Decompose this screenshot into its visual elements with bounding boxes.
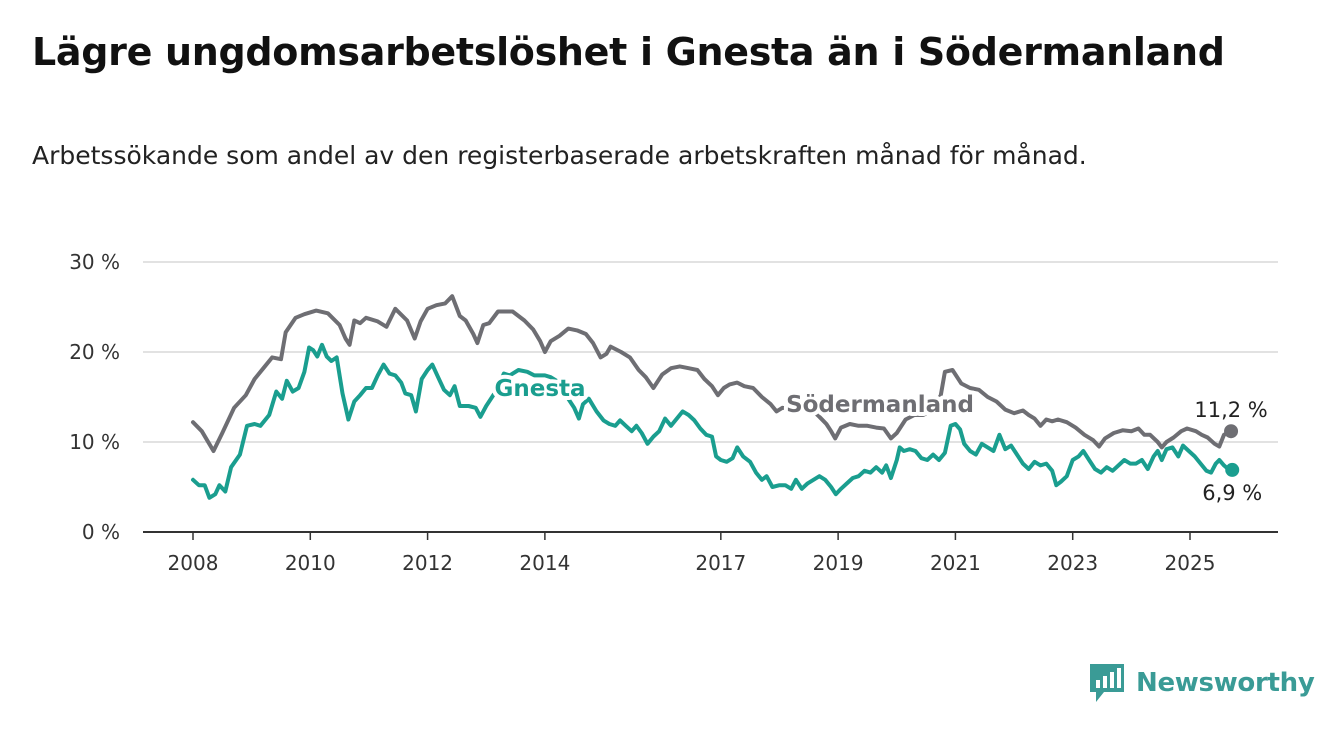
x-tick-label: 2025	[1165, 551, 1216, 575]
x-tick-label: 2010	[285, 551, 336, 575]
chart-subtitle: Arbetssökande som andel av den registerb…	[32, 141, 1087, 170]
y-tick-label: 30 %	[69, 250, 120, 274]
series-line-södermanland	[191, 294, 1234, 453]
x-tick-label: 2017	[695, 551, 746, 575]
chart-title: Lägre ungdomsarbetslöshet i Gnesta än i …	[32, 30, 1225, 74]
x-axis-ticks: 2008 2010 2012 2014 2017 2019 2021 2023 2025	[168, 532, 1216, 575]
end-value-label: 6,9 %	[1202, 481, 1262, 505]
end-value-halo: 11,2 %	[1194, 398, 1267, 422]
x-tick-label: 2023	[1047, 551, 1098, 575]
series-end-point	[1225, 462, 1240, 477]
y-axis-ticks: 0 % 10 % 20 % 30 %	[69, 250, 120, 544]
series-label-halo: Södermanland	[786, 392, 974, 418]
y-tick-label: 20 %	[69, 340, 120, 364]
brand-name: Newsworthy	[1136, 668, 1315, 698]
series-label-halo: Gnesta	[494, 376, 585, 402]
y-tick-label: 0 %	[82, 520, 120, 544]
x-tick-label: 2021	[930, 551, 981, 575]
x-tick-label: 2014	[519, 551, 570, 575]
series-end-point	[1224, 424, 1239, 439]
newsworthy-logo: Newsworthy	[1088, 660, 1315, 706]
series-labels: SödermanlandSödermanlandGnestaGnesta11,2…	[490, 372, 1270, 508]
x-tick-label: 2019	[813, 551, 864, 575]
x-tick-label: 2008	[168, 551, 219, 575]
bar-chart-speech-icon	[1090, 664, 1124, 702]
end-value-halo: 6,9 %	[1202, 481, 1262, 505]
y-tick-label: 10 %	[69, 430, 120, 454]
series-lines	[191, 294, 1240, 500]
x-tick-label: 2012	[402, 551, 453, 575]
end-value-label: 11,2 %	[1194, 398, 1267, 422]
series-label: Gnesta	[494, 376, 585, 402]
series-label: Södermanland	[786, 392, 974, 418]
series-line-gnesta	[191, 342, 1235, 500]
gridlines	[143, 261, 1278, 533]
